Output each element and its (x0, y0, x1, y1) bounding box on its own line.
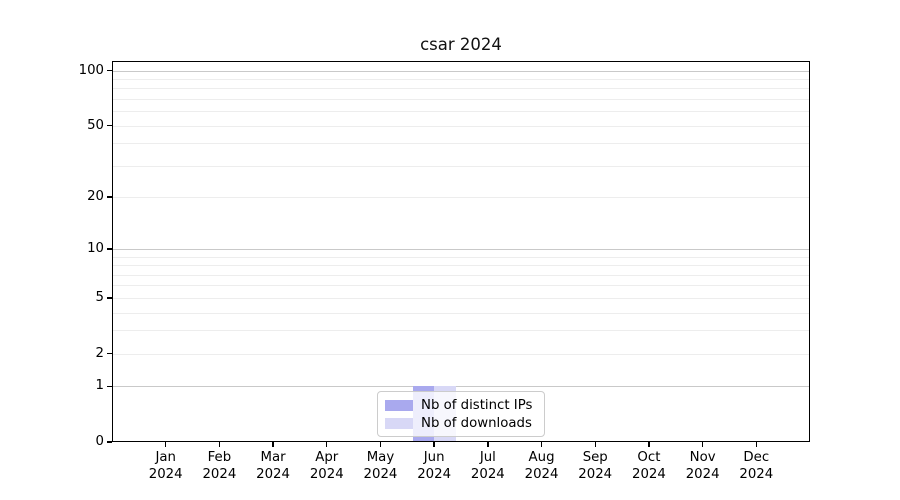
gridline-minor-40 (112, 143, 810, 145)
gridline-minor-6 (112, 285, 810, 287)
x-tick-label-jan: Jan 2024 (134, 450, 198, 483)
x-tick-mark-mar (272, 442, 274, 447)
x-tick-mark-apr (326, 442, 328, 447)
gridline-minor-90 (112, 79, 810, 81)
gridline-minor-70 (112, 99, 810, 101)
y-tick-mark-5 (107, 297, 112, 299)
x-tick-month: Dec (743, 450, 770, 465)
gridline-minor-60 (112, 111, 810, 113)
x-tick-label-nov: Nov 2024 (671, 450, 735, 483)
gridline-minor-80 (112, 88, 810, 90)
x-tick-mark-jun (433, 442, 435, 447)
y-tick-mark-0 (107, 441, 112, 443)
plot-frame (112, 61, 810, 442)
gridline-minor-3 (112, 330, 810, 332)
gridline-major-10 (112, 249, 810, 251)
legend: Nb of distinct IPs Nb of downloads (377, 391, 545, 437)
x-tick-month: Apr (315, 450, 339, 465)
y-tick-mark-2 (107, 352, 112, 355)
y-tick-mark-10 (107, 248, 112, 250)
x-tick-mark-jul (487, 442, 489, 447)
gridline-minor-5 (112, 297, 810, 299)
x-tick-mark-aug (540, 442, 543, 447)
gridline-minor-7 (112, 274, 810, 276)
x-tick-year: 2024 (632, 466, 666, 482)
legend-swatch-downloads (385, 417, 413, 429)
x-tick-year: 2024 (470, 466, 505, 482)
x-tick-mark-nov (701, 442, 704, 447)
x-tick-label-apr: Apr 2024 (295, 450, 359, 483)
x-tick-year: 2024 (256, 466, 290, 482)
gridline-minor-2 (112, 353, 810, 355)
x-tick-month: Mar (260, 450, 286, 465)
x-tick-mark-may (379, 442, 382, 447)
gridline-minor-20 (112, 197, 810, 199)
x-tick-year: 2024 (202, 466, 237, 482)
x-tick-month: Aug (528, 450, 555, 465)
x-tick-year: 2024 (578, 466, 613, 482)
y-tick-mark-50 (107, 125, 112, 127)
x-tick-mark-dec (755, 442, 757, 447)
x-tick-year: 2024 (739, 466, 774, 482)
x-tick-year: 2024 (309, 466, 344, 482)
x-tick-month: Jan (155, 450, 176, 465)
gridline-minor-30 (112, 165, 810, 167)
x-tick-label-aug: Aug 2024 (510, 450, 574, 483)
gridline-minor-8 (112, 265, 810, 267)
x-tick-mark-jan (164, 442, 167, 447)
y-tick-mark-100 (107, 70, 112, 72)
x-tick-mark-feb (218, 442, 221, 447)
plot-area (112, 61, 810, 442)
x-tick-month: Jul (479, 450, 496, 465)
gridline-minor-50 (112, 125, 810, 127)
x-tick-year: 2024 (524, 466, 559, 482)
x-tick-mark-sep (594, 442, 596, 447)
x-tick-year: 2024 (363, 466, 398, 482)
legend-label-downloads: Nb of downloads (421, 415, 532, 431)
x-tick-year: 2024 (417, 466, 452, 482)
x-tick-month: Sep (582, 450, 608, 465)
x-tick-label-jun: Jun 2024 (402, 450, 466, 483)
y-tick-label-50: 50 (87, 117, 104, 133)
gridline-minor-9 (112, 256, 810, 258)
x-tick-month: Jun (423, 450, 445, 465)
x-tick-label-oct: Oct 2024 (617, 450, 681, 483)
x-tick-month: Nov (689, 450, 716, 465)
x-tick-mark-oct (648, 442, 650, 447)
legend-item-distinct-ips: Nb of distinct IPs (385, 396, 537, 414)
gridline-minor-4 (112, 312, 810, 314)
x-tick-year: 2024 (685, 466, 720, 482)
x-tick-label-mar: Mar 2024 (241, 450, 305, 483)
y-tick-label-100: 100 (78, 62, 104, 78)
x-tick-label-dec: Dec 2024 (724, 450, 788, 483)
x-tick-year: 2024 (148, 466, 183, 482)
gridline-major-100 (112, 70, 810, 72)
x-tick-month: Oct (637, 450, 661, 465)
y-tick-mark-1 (107, 385, 112, 387)
y-tick-mark-20 (107, 196, 112, 198)
y-tick-label-2: 2 (95, 345, 104, 361)
y-tick-label-1: 1 (95, 378, 104, 394)
x-tick-label-may: May 2024 (348, 450, 412, 483)
y-tick-label-5: 5 (95, 289, 104, 305)
x-tick-month: May (366, 450, 395, 465)
x-tick-month: Feb (207, 450, 232, 465)
legend-label-distinct-ips: Nb of distinct IPs (421, 397, 533, 413)
legend-swatch-distinct-ips (385, 399, 413, 411)
y-tick-label-20: 20 (87, 189, 104, 205)
legend-item-downloads: Nb of downloads (385, 414, 537, 432)
chart-title: csar 2024 (420, 35, 502, 54)
x-tick-label-jul: Jul 2024 (456, 450, 520, 483)
gridline-major-1 (112, 386, 810, 388)
y-tick-label-10: 10 (87, 241, 104, 257)
x-tick-label-feb: Feb 2024 (187, 450, 251, 483)
x-tick-label-sep: Sep 2024 (563, 450, 627, 483)
y-tick-label-0: 0 (95, 434, 104, 449)
